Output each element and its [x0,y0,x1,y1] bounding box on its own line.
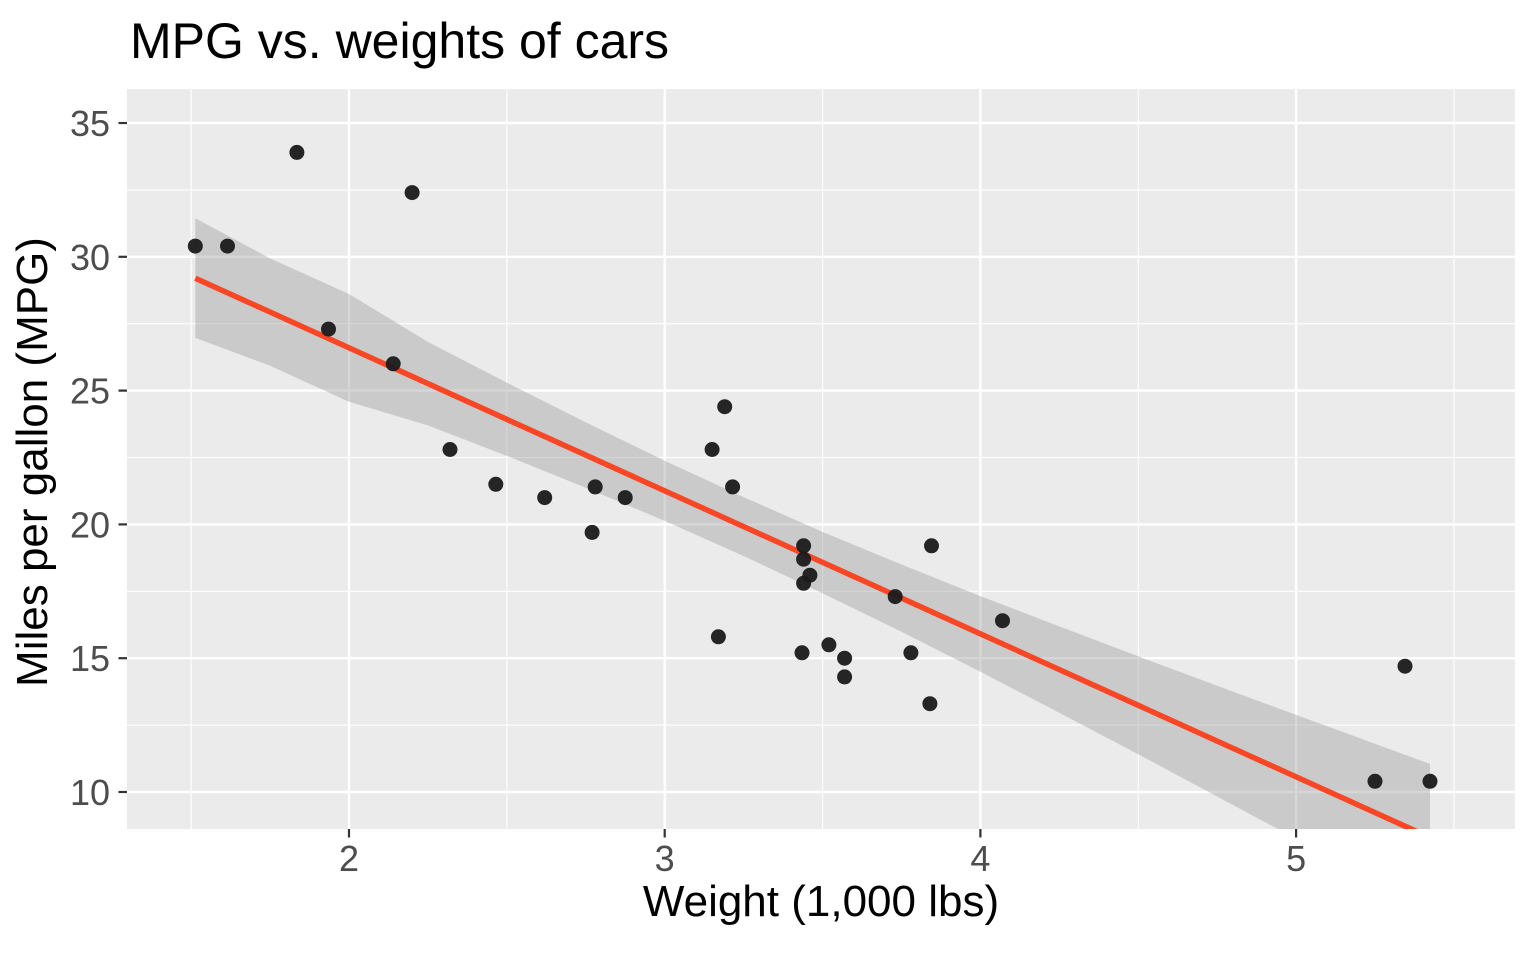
y-axis-tick-labels: 10 15 20 25 30 35 [70,103,110,813]
x-axis-title: Weight (1,000 lbs) [643,877,999,926]
regression-line [194,275,1418,829]
y-axis-title: Miles per gallon (MPG) [8,237,57,687]
y-tick-label: 25 [70,371,110,412]
data-point [717,399,733,415]
data-point [924,538,939,554]
confidence-ribbon [195,218,1430,829]
plot-title: MPG vs. weights of cars [130,13,669,69]
y-tick-label: 20 [70,504,110,545]
data-point [617,490,633,506]
data-point [442,442,458,457]
data-point [796,575,812,591]
scatter-points [187,144,1438,789]
data-point [404,185,420,201]
data-point [995,613,1010,629]
data-point [710,629,726,645]
data-point [821,637,837,653]
y-tick-label: 15 [70,638,110,679]
data-point [220,238,235,254]
x-axis-tick-labels: 2 3 4 5 [339,838,1306,879]
data-point [922,696,938,712]
x-tick-label: 3 [655,838,675,879]
data-point [587,479,603,495]
data-point [385,356,401,372]
x-axis-ticks [347,829,1298,838]
data-point [903,645,919,661]
data-point [796,551,812,567]
data-point [704,442,720,457]
minor-gridlines [127,89,1515,829]
data-point [584,524,600,540]
data-point [887,589,903,605]
data-point [537,490,553,506]
data-point [837,669,853,685]
x-tick-label: 4 [970,838,990,879]
data-point [488,476,504,492]
x-tick-label: 2 [339,838,359,879]
data-point [837,650,853,666]
panel-background [127,89,1515,829]
major-gridlines [127,89,1515,829]
data-point [796,538,812,554]
data-point [1397,658,1413,674]
y-axis-ticks [118,121,127,794]
y-tick-label: 10 [70,772,110,813]
data-point [321,321,336,337]
data-point [1422,773,1438,789]
data-point [725,479,741,495]
y-tick-label: 30 [70,237,110,278]
data-point [794,645,810,661]
smooth-layer [194,218,1430,829]
x-tick-label: 5 [1286,838,1306,879]
data-point [289,144,305,160]
data-point [1367,773,1383,789]
data-point [187,238,203,254]
y-tick-label: 35 [70,103,110,144]
